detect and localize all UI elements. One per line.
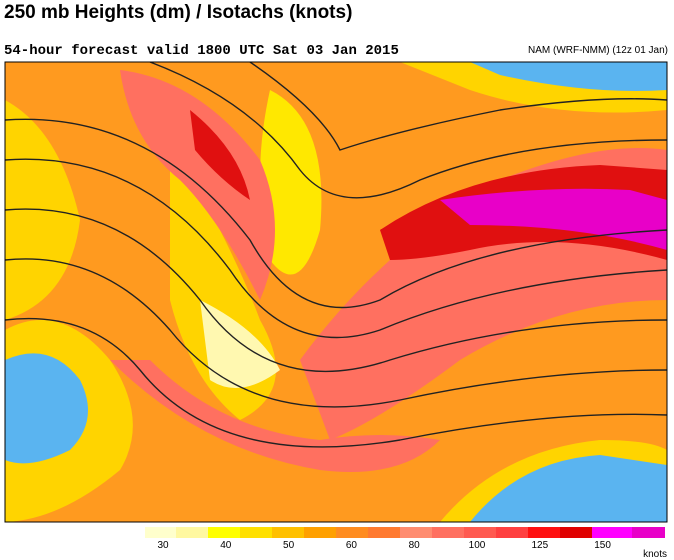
height-contours [5, 62, 667, 448]
colorbar-label: 100 [469, 540, 486, 551]
model-label: NAM (WRF-NMM) (12z 01 Jan) [527, 45, 668, 56]
colorbar-label: 30 [157, 540, 169, 551]
colorbar-swatch [400, 527, 432, 538]
colorbar-swatch [528, 527, 560, 538]
colorbar-swatch [145, 527, 176, 538]
colorbar-swatch [176, 527, 208, 538]
colorbar-label: 60 [346, 540, 358, 551]
colorbar-swatch [272, 527, 304, 538]
colorbar-swatch [632, 527, 665, 538]
colorbar-label: 125 [531, 540, 548, 551]
colorbar-unit: knots [643, 549, 667, 560]
map-title: 250 mb Heights (dm) / Isotachs (knots) [4, 2, 353, 23]
colorbar-swatch [464, 527, 496, 538]
colorbar-swatch [368, 527, 400, 538]
colorbar-swatch [304, 527, 336, 538]
colorbar-swatch [336, 527, 368, 538]
colorbar-swatch [208, 527, 240, 538]
colorbar-swatch [592, 527, 632, 538]
colorbar-label: 80 [409, 540, 421, 551]
map-subtitle: 54-hour forecast valid 1800 UTC Sat 03 J… [4, 43, 399, 59]
isotach-field [5, 62, 667, 522]
map-frame [4, 61, 668, 523]
colorbar-swatch [432, 527, 464, 538]
colorbar-label: 150 [594, 540, 611, 551]
colorbar-label: 40 [220, 540, 232, 551]
colorbar-swatch [496, 527, 528, 538]
colorbar-swatch [240, 527, 272, 538]
colorbar-swatch [560, 527, 592, 538]
colorbar [145, 527, 665, 538]
colorbar-label: 50 [283, 540, 295, 551]
